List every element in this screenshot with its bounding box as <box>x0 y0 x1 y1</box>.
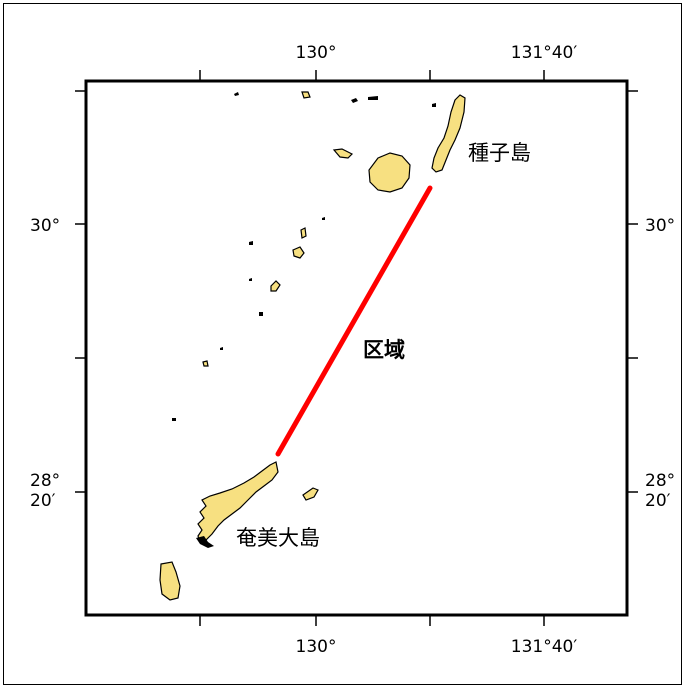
map-frame <box>84 79 629 617</box>
islet-a <box>234 92 239 96</box>
left-ticks <box>75 90 86 493</box>
top-ticks <box>199 70 545 81</box>
tokara-island-1 <box>300 227 307 239</box>
bottom-lon-label-13140: 131°40′ <box>511 637 578 657</box>
tokara-island-4 <box>202 360 209 367</box>
right-ticks <box>627 90 638 493</box>
islet-h <box>259 312 263 316</box>
islet-f <box>249 241 253 245</box>
tanegashima-island <box>431 94 466 173</box>
islet-e <box>322 217 325 220</box>
right-lat-label-28-min: 20′ <box>645 491 671 511</box>
kuchinoerabu-island <box>332 148 354 159</box>
amami-islet-a <box>196 536 214 548</box>
top-lon-label-130: 130° <box>296 43 337 63</box>
top-lon-label-13140: 131°40′ <box>511 43 578 63</box>
islet-g <box>249 278 252 281</box>
islet-b <box>351 98 358 103</box>
kikaijima-island <box>302 487 319 501</box>
bottom-lon-label-130: 130° <box>296 637 337 657</box>
zone-label: 区域 <box>363 338 405 362</box>
kuroshima-island <box>301 91 311 99</box>
tanegashima-label: 種子島 <box>468 141 531 165</box>
islet-j <box>172 418 176 421</box>
tokara-island-2 <box>292 246 305 259</box>
left-lat-label-28-min: 20′ <box>30 491 56 511</box>
tokunoshima-island <box>159 561 181 601</box>
outer-frame <box>3 3 682 685</box>
zone-line <box>275 185 433 457</box>
islet-d <box>432 103 436 107</box>
tokara-island-3 <box>270 280 281 292</box>
islet-i <box>220 347 223 350</box>
left-lat-label-28-deg: 28° <box>30 471 60 491</box>
right-lat-label-30: 30° <box>645 216 675 236</box>
yakushima-island <box>368 152 411 193</box>
bottom-ticks <box>199 615 545 626</box>
islet-c <box>368 96 378 100</box>
amami-label: 奄美大島 <box>236 526 320 550</box>
left-lat-label-30: 30° <box>30 216 60 236</box>
right-lat-label-28-deg: 28° <box>645 471 675 491</box>
